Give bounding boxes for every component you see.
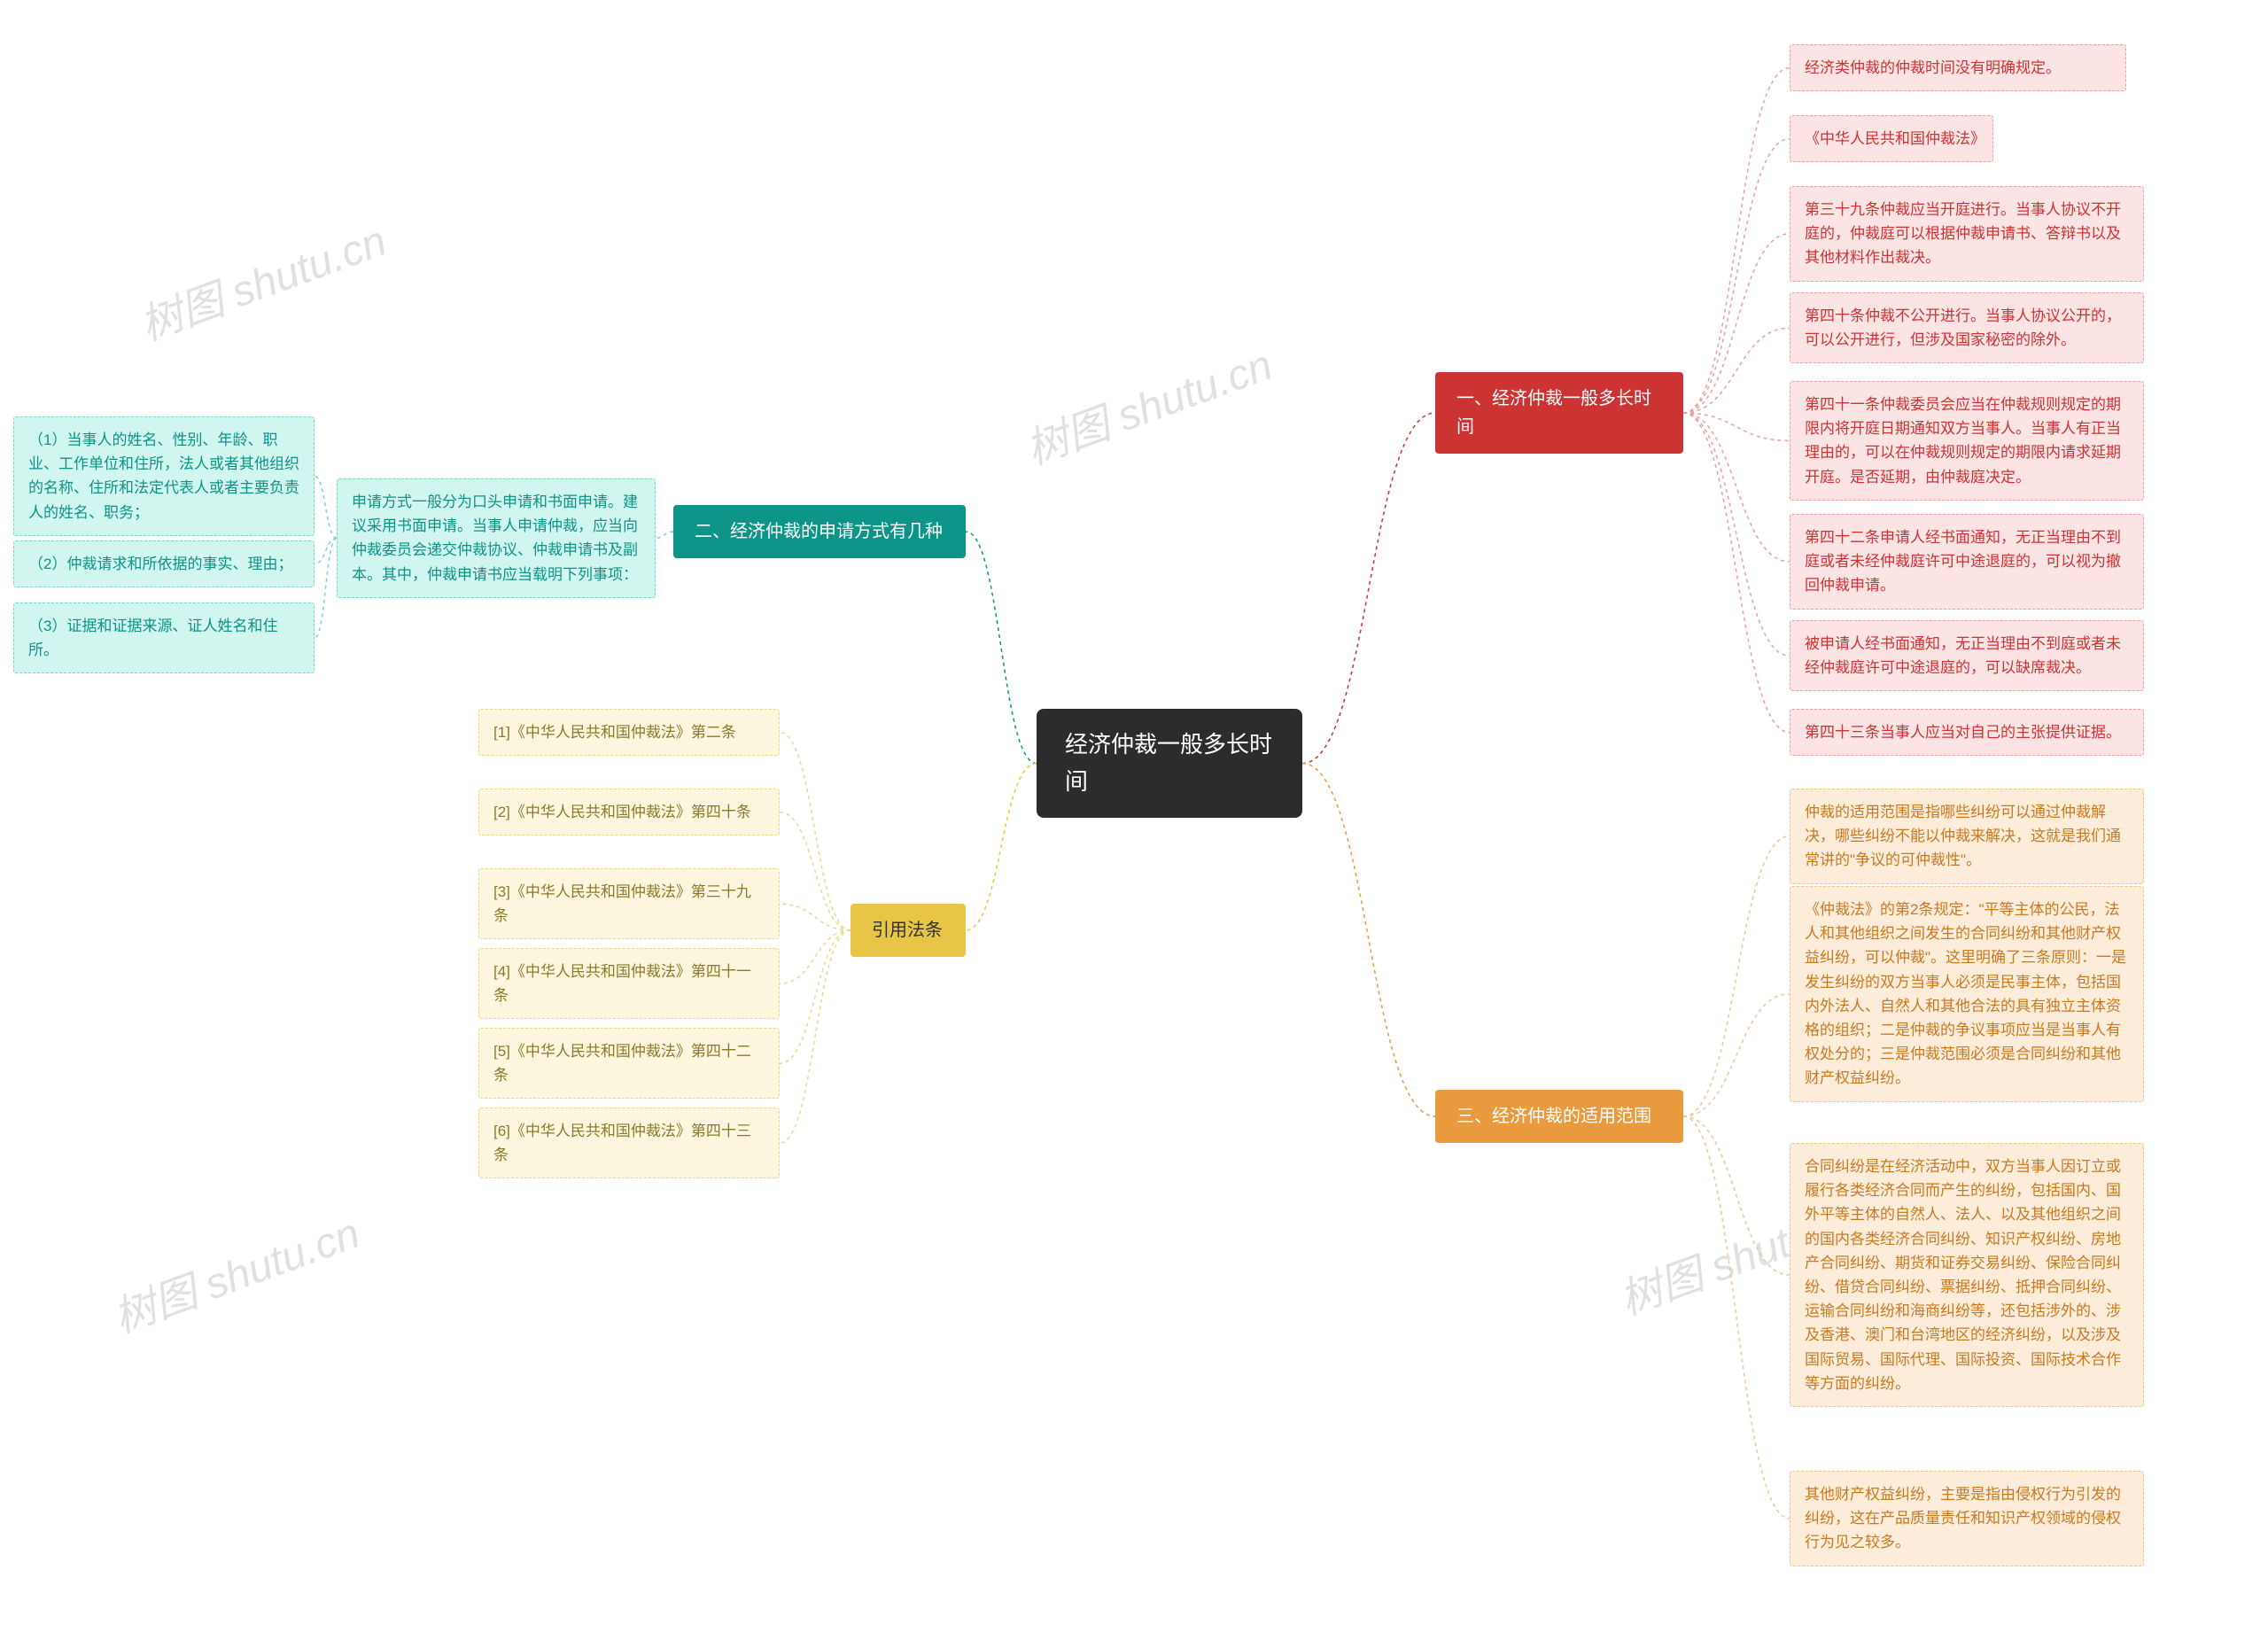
leaf-node[interactable]: 第三十九条仲裁应当开庭进行。当事人协议不开庭的，仲裁庭可以根据仲裁申请书、答辩书… (1790, 186, 2144, 282)
leaf-node[interactable]: 第四十一条仲裁委员会应当在仲裁规则规定的期限内将开庭日期通知双方当事人。当事人有… (1790, 381, 2144, 501)
leaf-node[interactable]: 经济类仲裁的仲裁时间没有明确规定。 (1790, 44, 2126, 91)
branch-node-b4[interactable]: 引用法条 (850, 904, 966, 957)
branch-node-b1[interactable]: 一、经济仲裁一般多长时间 (1435, 372, 1683, 454)
leaf-node[interactable]: 被申请人经书面通知，无正当理由不到庭或者未经仲裁庭许可中途退庭的，可以缺席裁决。 (1790, 620, 2144, 691)
leaf-node[interactable]: 《中华人民共和国仲裁法》 (1790, 115, 1993, 162)
leaf-node[interactable]: [4]《中华人民共和国仲裁法》第四十一条 (478, 948, 780, 1019)
leaf-node[interactable]: [2]《中华人民共和国仲裁法》第四十条 (478, 789, 780, 836)
branch-node-b2[interactable]: 二、经济仲裁的申请方式有几种 (673, 505, 966, 558)
leaf-node[interactable]: [1]《中华人民共和国仲裁法》第二条 (478, 709, 780, 756)
watermark: 树图 shutu.cn (1016, 330, 1279, 476)
leaf-node[interactable]: 第四十条仲裁不公开进行。当事人协议公开的，可以公开进行，但涉及国家秘密的除外。 (1790, 292, 2144, 363)
leaf-node[interactable]: 合同纠纷是在经济活动中，双方当事人因订立或履行各类经济合同而产生的纠纷，包括国内… (1790, 1143, 2144, 1407)
leaf-node[interactable]: [5]《中华人民共和国仲裁法》第四十二条 (478, 1028, 780, 1099)
leaf-node[interactable]: 其他财产权益纠纷，主要是指由侵权行为引发的纠纷，这在产品质量责任和知识产权领域的… (1790, 1471, 2144, 1566)
leaf-node[interactable]: 《仲裁法》的第2条规定："平等主体的公民，法人和其他组织之间发生的合同纠纷和其他… (1790, 886, 2144, 1102)
leaf-node[interactable]: （1）当事人的姓名、性别、年龄、职业、工作单位和住所，法人或者其他组织的名称、住… (13, 416, 315, 536)
leaf-node[interactable]: 第四十二条申请人经书面通知，无正当理由不到庭或者未经仲裁庭许可中途退庭的，可以视… (1790, 514, 2144, 610)
leaf-node[interactable]: （3）证据和证据来源、证人姓名和住所。 (13, 602, 315, 673)
watermark: 树图 shutu.cn (130, 206, 393, 352)
leaf-node[interactable]: 申请方式一般分为口头申请和书面申请。建议采用书面申请。当事人申请仲裁，应当向仲裁… (337, 478, 656, 598)
leaf-node[interactable]: [6]《中华人民共和国仲裁法》第四十三条 (478, 1108, 780, 1178)
leaf-node[interactable]: 第四十三条当事人应当对自己的主张提供证据。 (1790, 709, 2144, 756)
branch-node-b3[interactable]: 三、经济仲裁的适用范围 (1435, 1090, 1683, 1143)
leaf-node[interactable]: 仲裁的适用范围是指哪些纠纷可以通过仲裁解决，哪些纠纷不能以仲裁来解决，这就是我们… (1790, 789, 2144, 884)
center-node[interactable]: 经济仲裁一般多长时间 (1037, 709, 1302, 818)
leaf-node[interactable]: （2）仲裁请求和所依据的事实、理由； (13, 540, 315, 587)
leaf-node[interactable]: [3]《中华人民共和国仲裁法》第三十九条 (478, 868, 780, 939)
watermark: 树图 shutu.cn (104, 1198, 367, 1344)
